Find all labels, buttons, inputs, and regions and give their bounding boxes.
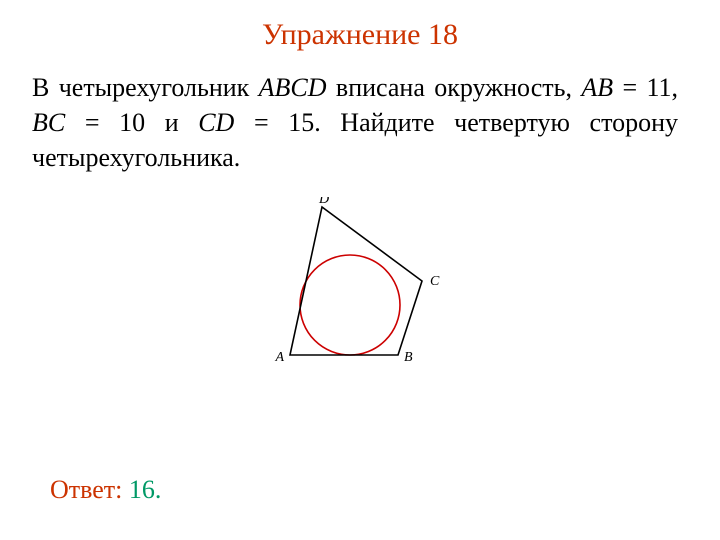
label-cd: CD (198, 108, 234, 137)
geometry-diagram: A B C D (0, 197, 720, 382)
exercise-title: Упражнение 18 (0, 0, 720, 52)
svg-text:C: C (430, 274, 440, 289)
svg-text:D: D (318, 197, 329, 207)
svg-text:B: B (404, 350, 413, 365)
label-ab: AB (581, 73, 613, 102)
quadrilateral-svg: A B C D (260, 197, 460, 377)
label-abcd: ABCD (259, 73, 327, 102)
answer-row: Ответ: 16. (50, 475, 161, 505)
problem-eq1: = 11, (613, 73, 678, 102)
answer-label: Ответ: (50, 475, 129, 504)
problem-part2: вписана окружность, (327, 73, 582, 102)
label-bc: BC (32, 108, 65, 137)
svg-text:A: A (274, 350, 284, 365)
problem-eq2: = 10 и (65, 108, 198, 137)
answer-value: 16. (129, 475, 162, 504)
problem-part1: В четырехугольник (32, 73, 259, 102)
problem-text: В четырехугольник ABCD вписана окружност… (0, 52, 720, 175)
